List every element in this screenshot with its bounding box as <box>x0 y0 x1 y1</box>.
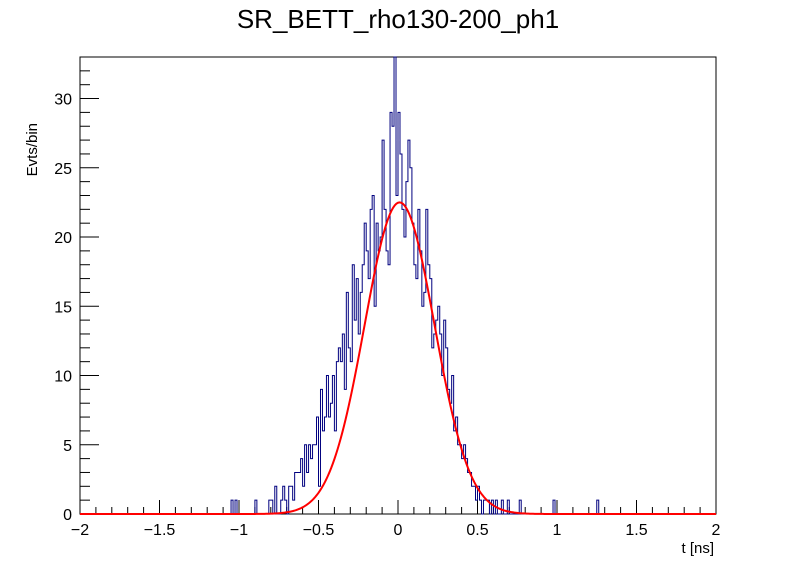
x-tick-label: 2 <box>712 522 721 539</box>
y-axis-label: Evts/bin <box>24 123 41 176</box>
x-tick-label: 1 <box>553 522 562 539</box>
x-tick-label: −0.5 <box>303 522 335 539</box>
y-tick-label: 15 <box>54 299 72 316</box>
y-tick-label: 0 <box>63 507 72 524</box>
y-tick-label: 10 <box>54 369 72 386</box>
x-axis-tick-labels: −2 −1.5 −1 −0.5 0 0.5 1 1.5 2 <box>71 522 721 539</box>
y-tick-label: 30 <box>54 92 72 109</box>
y-axis-tick-labels: 0 5 10 15 20 25 30 <box>54 92 72 524</box>
y-tick-label: 25 <box>54 161 72 178</box>
chart-title: SR_BETT_rho130-200_ph1 <box>236 4 560 34</box>
x-axis-ticks <box>79 500 717 514</box>
x-axis-label: t [ns] <box>681 540 714 557</box>
x-tick-label: −2 <box>71 522 89 539</box>
x-tick-label: 1.5 <box>625 522 647 539</box>
x-tick-label: 0 <box>394 522 403 539</box>
x-tick-label: 0.5 <box>466 522 488 539</box>
gaussian-fit-curve <box>80 201 716 515</box>
x-tick-label: −1.5 <box>144 522 176 539</box>
histogram-series <box>80 56 716 515</box>
y-tick-label: 20 <box>54 230 72 247</box>
y-axis-ticks <box>80 56 99 515</box>
y-tick-label: 5 <box>63 438 72 455</box>
x-tick-label: −1 <box>230 522 248 539</box>
